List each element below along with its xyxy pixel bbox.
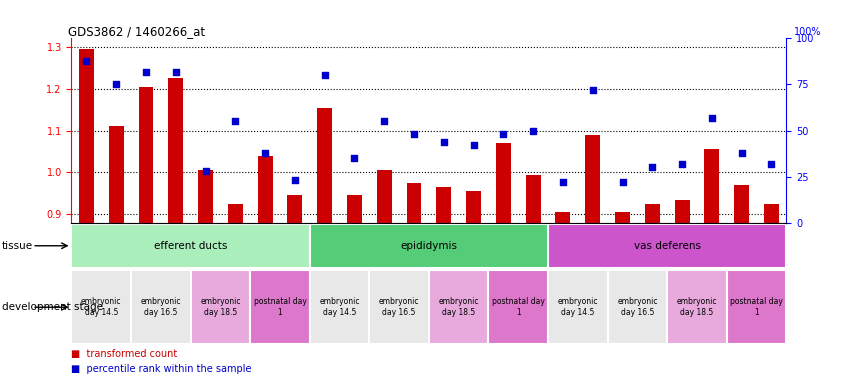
Text: embryonic
day 14.5: embryonic day 14.5 bbox=[320, 298, 360, 317]
Point bbox=[764, 161, 778, 167]
Bar bbox=[71, 223, 309, 268]
Text: embryonic
day 14.5: embryonic day 14.5 bbox=[81, 298, 121, 317]
Text: postnatal day
1: postnatal day 1 bbox=[730, 298, 783, 317]
Text: embryonic
day 16.5: embryonic day 16.5 bbox=[379, 298, 420, 317]
Bar bbox=[79, 49, 94, 223]
Text: embryonic
day 18.5: embryonic day 18.5 bbox=[438, 298, 479, 317]
Bar bbox=[347, 195, 362, 223]
Bar bbox=[705, 149, 719, 223]
Bar bbox=[228, 204, 243, 223]
Bar bbox=[168, 78, 183, 223]
Bar bbox=[131, 270, 191, 344]
Text: 100%: 100% bbox=[793, 28, 821, 38]
Point bbox=[140, 68, 153, 74]
Point bbox=[288, 177, 302, 184]
Bar bbox=[645, 204, 659, 223]
Text: ■  transformed count: ■ transformed count bbox=[71, 349, 177, 359]
Point bbox=[616, 179, 629, 185]
Text: vas deferens: vas deferens bbox=[633, 241, 701, 251]
Text: efferent ducts: efferent ducts bbox=[154, 241, 227, 251]
Point bbox=[169, 68, 182, 74]
Bar bbox=[496, 143, 510, 223]
Bar bbox=[466, 191, 481, 223]
Text: embryonic
day 18.5: embryonic day 18.5 bbox=[200, 298, 241, 317]
Text: postnatal day
1: postnatal day 1 bbox=[492, 298, 545, 317]
Text: embryonic
day 16.5: embryonic day 16.5 bbox=[617, 298, 658, 317]
Bar bbox=[436, 187, 452, 223]
Bar bbox=[585, 135, 600, 223]
Point bbox=[407, 131, 420, 137]
Point bbox=[705, 114, 718, 121]
Bar bbox=[556, 212, 570, 223]
Bar bbox=[317, 108, 332, 223]
Text: epididymis: epididymis bbox=[400, 241, 458, 251]
Bar bbox=[429, 270, 489, 344]
Bar bbox=[198, 170, 213, 223]
Text: embryonic
day 14.5: embryonic day 14.5 bbox=[558, 298, 598, 317]
Point bbox=[467, 142, 480, 148]
Bar bbox=[309, 270, 369, 344]
Point bbox=[675, 161, 689, 167]
Point bbox=[109, 81, 123, 88]
Text: postnatal day
1: postnatal day 1 bbox=[253, 298, 306, 317]
Point bbox=[378, 118, 391, 124]
Bar bbox=[548, 223, 786, 268]
Bar bbox=[257, 156, 272, 223]
Text: tissue: tissue bbox=[2, 241, 33, 251]
Point bbox=[347, 155, 361, 161]
Bar bbox=[406, 183, 421, 223]
Bar bbox=[369, 270, 429, 344]
Bar bbox=[108, 126, 124, 223]
Text: development stage: development stage bbox=[2, 302, 103, 312]
Point bbox=[229, 118, 242, 124]
Text: embryonic
day 16.5: embryonic day 16.5 bbox=[140, 298, 181, 317]
Point bbox=[318, 72, 331, 78]
Bar bbox=[191, 270, 251, 344]
Point bbox=[437, 139, 451, 145]
Bar bbox=[489, 270, 548, 344]
Text: GDS3862 / 1460266_at: GDS3862 / 1460266_at bbox=[68, 25, 205, 38]
Bar bbox=[139, 86, 153, 223]
Bar bbox=[615, 212, 630, 223]
Bar bbox=[288, 195, 302, 223]
Bar bbox=[309, 223, 548, 268]
Point bbox=[258, 150, 272, 156]
Bar bbox=[526, 175, 541, 223]
Bar bbox=[667, 270, 727, 344]
Point bbox=[80, 58, 93, 64]
Point bbox=[198, 168, 212, 174]
Bar bbox=[734, 185, 749, 223]
Bar bbox=[764, 204, 779, 223]
Text: embryonic
day 18.5: embryonic day 18.5 bbox=[677, 298, 717, 317]
Point bbox=[646, 164, 659, 170]
Bar bbox=[607, 270, 667, 344]
Point bbox=[556, 179, 569, 185]
Point bbox=[526, 127, 540, 134]
Point bbox=[735, 150, 748, 156]
Text: ■  percentile rank within the sample: ■ percentile rank within the sample bbox=[71, 364, 252, 374]
Bar bbox=[71, 270, 131, 344]
Bar bbox=[377, 170, 392, 223]
Point bbox=[586, 87, 600, 93]
Bar bbox=[548, 270, 607, 344]
Bar bbox=[251, 270, 309, 344]
Bar bbox=[727, 270, 786, 344]
Point bbox=[497, 131, 510, 137]
Bar bbox=[674, 200, 690, 223]
